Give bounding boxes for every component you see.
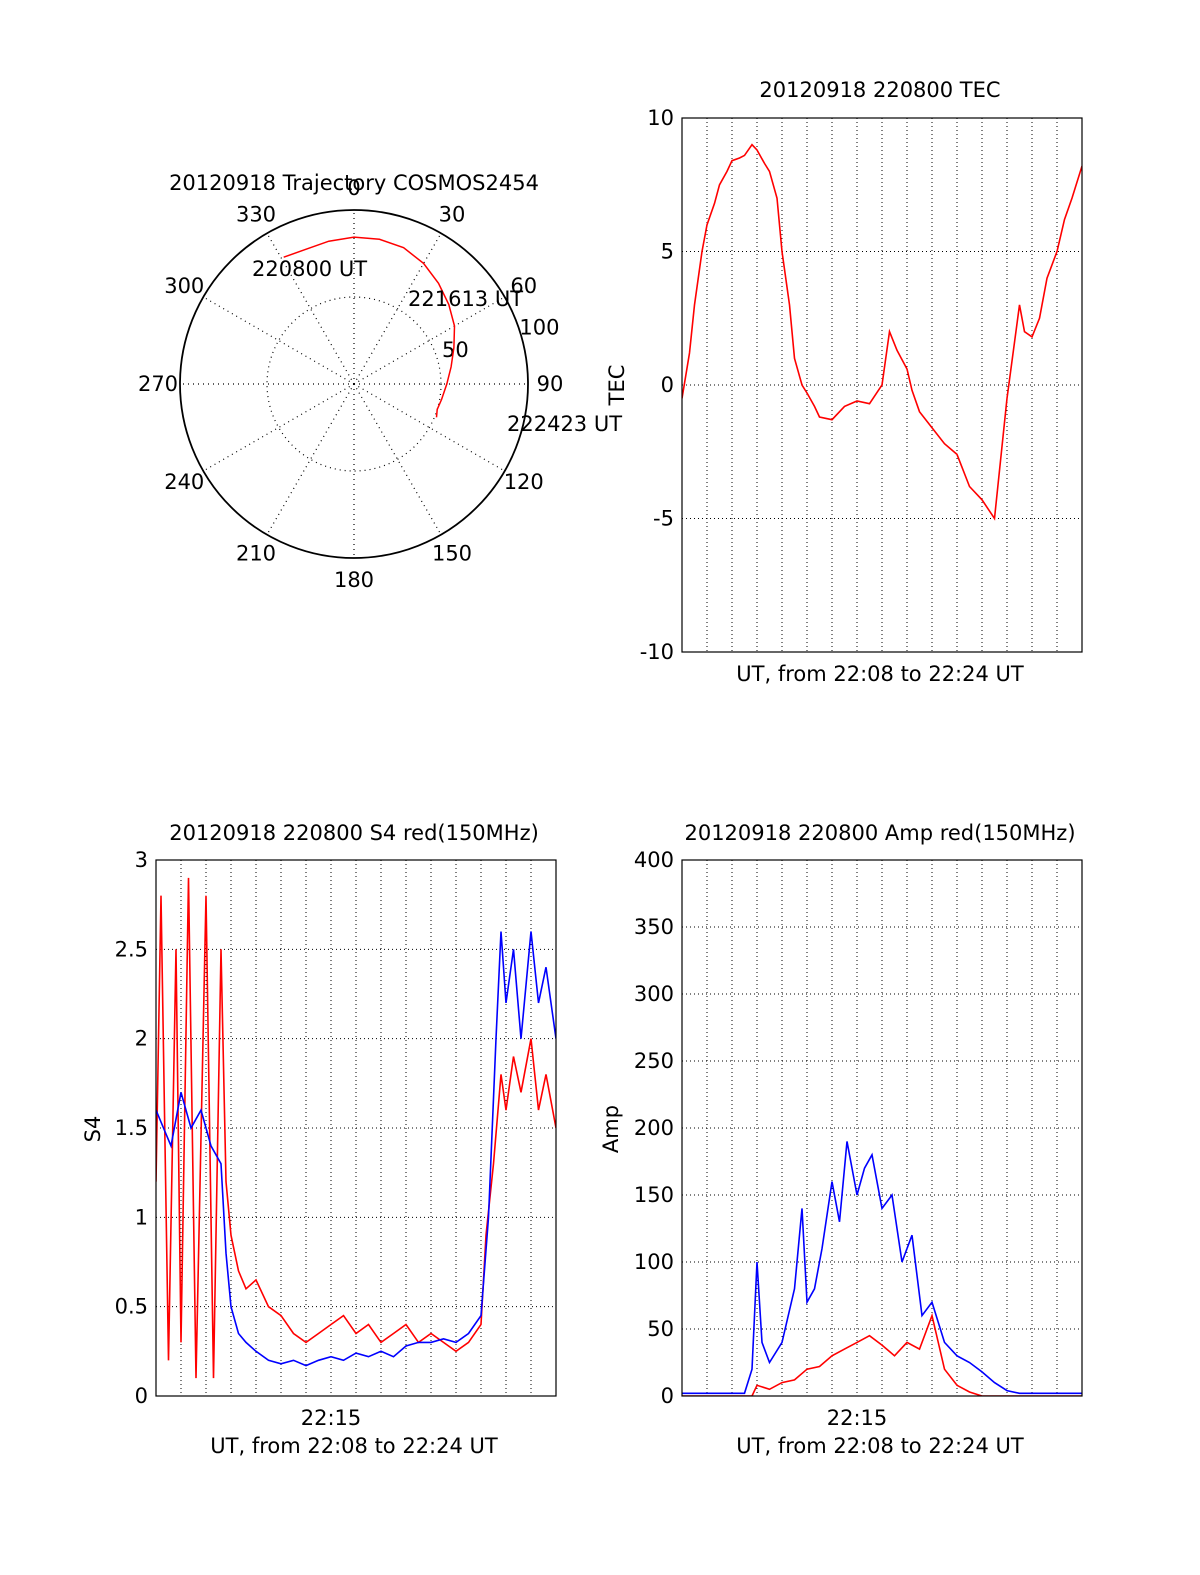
amp-ylabel: Amp [599,1105,623,1153]
s4-ytick-label: 2.5 [115,937,148,961]
s4-ytick-label: 1.5 [115,1116,148,1140]
polar-angle-label: 0 [347,176,360,200]
polar-spoke [266,383,355,535]
polar-angle-label: 90 [537,372,564,396]
amp-title: 20120918 220800 Amp red(150MHz) [684,821,1075,845]
trajectory-polar-panel: 20120918 Trajectory COSMOS2454 0 30 60 90 12… [138,171,622,592]
trajectory-end-label: 222423 UT [507,412,622,436]
s4-ytick-label: 1 [135,1205,148,1229]
s4-ytick-label: 3 [135,848,148,872]
polar-spoke [353,383,505,472]
polar-angle-label: 240 [164,470,204,494]
satellite-track-line [283,236,456,418]
polar-spoke [353,383,442,535]
amp-ytick-label: 150 [634,1183,674,1207]
amp-ytick-label: 100 [634,1250,674,1274]
s4-series-line-red [156,877,556,1379]
tec-series-line-red [682,143,1082,521]
polar-spoke [203,383,355,472]
polar-angle-label: 180 [334,568,374,592]
polar-angle-label: 120 [504,470,544,494]
amp-ytick-label: 50 [647,1317,674,1341]
polar-radial-label: 50 [442,338,469,362]
tec-plot-frame [681,117,1083,653]
s4-plot-frame [155,859,557,1397]
amp-series-line-red [682,1312,1082,1396]
polar-spoke [203,296,355,385]
s4-title: 20120918 220800 S4 red(150MHz) [169,821,539,845]
tec-ytick-label: 10 [647,106,674,130]
polar-angle-label: 270 [138,372,178,396]
s4-ytick-label: 0.5 [115,1295,148,1319]
tec-ytick-label: 0 [661,373,674,397]
amp-ytick-label: 200 [634,1116,674,1140]
polar-angle-label: 30 [439,202,466,226]
polar-radial-label: 100 [519,315,559,339]
polar-angle-label: 300 [164,274,204,298]
amp-chart-panel: 20120918 220800 Amp red(150MHz) 400 350 30… [599,821,1083,1458]
s4-ytick-label: 2 [135,1027,148,1051]
amp-ytick-label: 400 [634,848,674,872]
polar-outer-circle [179,209,529,559]
polar-grid-circle [266,296,442,472]
s4-ytick-label: 0 [135,1384,148,1408]
polar-angle-label: 60 [510,274,537,298]
amp-ytick-label: 250 [634,1049,674,1073]
amp-ytick-label: 300 [634,982,674,1006]
tec-ylabel: TEC [605,365,629,407]
amp-xtick-label: 22:15 [827,1406,888,1430]
trajectory-start-label: 220800 UT [252,257,367,281]
polar-angle-label: 210 [236,542,276,566]
tec-title: 20120918 220800 TEC [759,78,1000,102]
amp-xlabel: UT, from 22:08 to 22:24 UT [736,1434,1024,1458]
polar-spoke [353,296,505,385]
polar-spoke [266,233,355,385]
s4-chart-panel: 20120918 220800 S4 red(150MHz) 3 2.5 2 1.5 1… [81,821,557,1458]
polar-spoke [353,233,442,385]
tec-ytick-label: -5 [653,507,674,531]
amp-ytick-label: 350 [634,915,674,939]
trajectory-title: 20120918 Trajectory COSMOS2454 [169,171,539,195]
tec-ytick-label: 5 [661,240,674,264]
trajectory-mid-label: 221613 UT [408,287,523,311]
s4-series-line-blue [156,931,556,1367]
amp-plot-frame [681,859,1083,1397]
amp-series-line-blue [682,1141,1082,1395]
polar-angle-label: 330 [236,202,276,226]
s4-xtick-label: 22:15 [301,1406,362,1430]
tec-xlabel: UT, from 22:08 to 22:24 UT [736,662,1024,686]
tec-ytick-label: -10 [640,640,674,664]
s4-xlabel: UT, from 22:08 to 22:24 UT [210,1434,498,1458]
amp-ytick-label: 0 [661,1384,674,1408]
polar-angle-label: 150 [432,542,472,566]
tec-chart-panel: 20120918 220800 TEC 10 5 0 -5 -10 UT, from 2… [605,78,1083,686]
s4-ylabel: S4 [81,1116,105,1143]
